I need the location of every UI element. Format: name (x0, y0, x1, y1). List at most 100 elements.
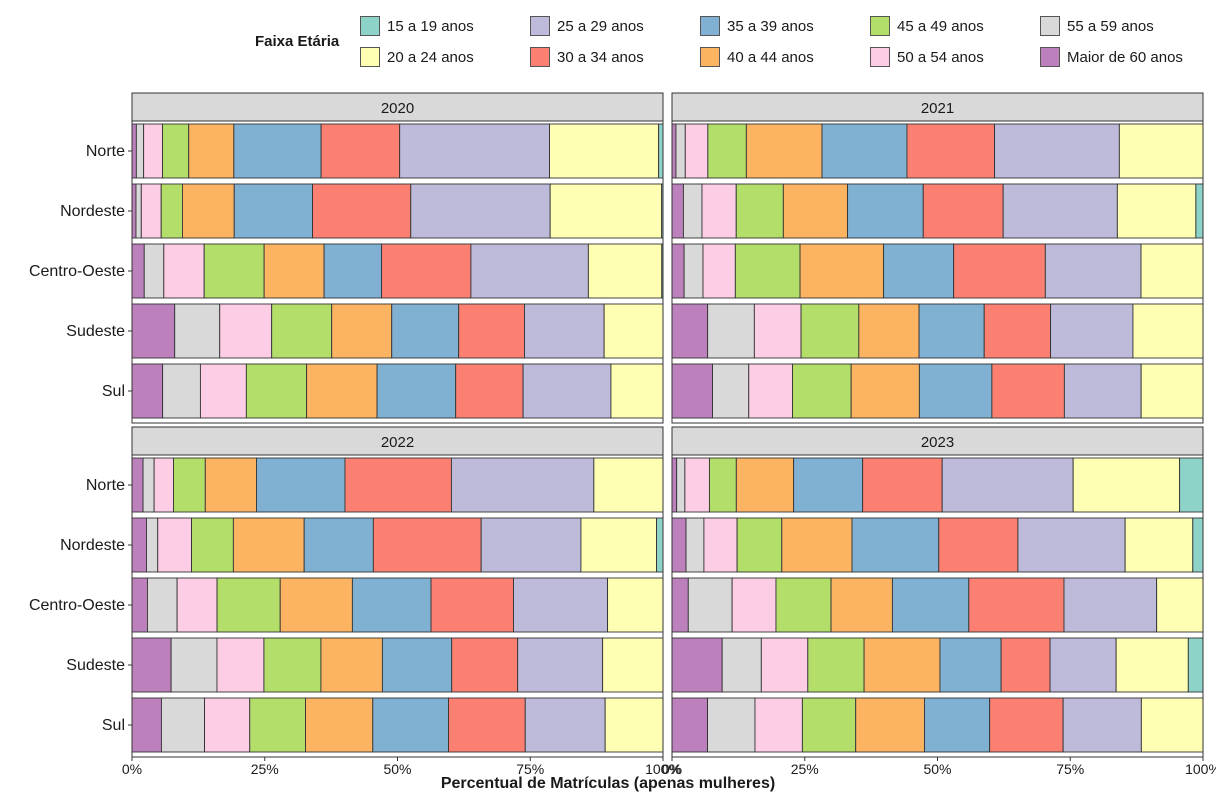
bar-segment (922, 183, 1004, 239)
bar-segment (1116, 183, 1197, 239)
y-tick-label: Sudeste (66, 657, 125, 674)
bar-segment (781, 517, 853, 573)
bar-segment (793, 457, 864, 513)
bar-segment (924, 697, 991, 753)
panel-border (671, 120, 1204, 424)
bar-segment (131, 517, 147, 573)
bar-segment (671, 517, 687, 573)
bar-segment (671, 457, 678, 513)
x-tick-label: 100% (645, 761, 681, 777)
bar-segment (131, 183, 137, 239)
facet-label: 2020 (381, 100, 414, 117)
bar-segment (162, 363, 201, 419)
bar-segment (938, 517, 1019, 573)
legend-swatch (700, 47, 720, 67)
bar-segment (448, 697, 526, 753)
bar-segment (1140, 243, 1204, 299)
bar-segment (1156, 577, 1204, 633)
bar-segment (671, 303, 709, 359)
bar-segment (735, 183, 784, 239)
bar-segment (173, 457, 206, 513)
bar-segment (855, 697, 925, 753)
bar-segment (604, 697, 664, 753)
bar-segment (675, 123, 686, 179)
y-tick-label: Norte (86, 477, 125, 494)
bar-segment (391, 303, 460, 359)
bar-segment (745, 123, 823, 179)
bar-segment (188, 123, 235, 179)
y-tick-label: Sul (102, 383, 125, 400)
bar-segment (799, 243, 885, 299)
x-tick-label: 25% (251, 761, 279, 777)
bar-segment (983, 303, 1052, 359)
bar-segment (131, 363, 164, 419)
bar-segment (176, 577, 218, 633)
legend-item: 15 a 19 anos (360, 15, 474, 37)
bar-segment (792, 363, 852, 419)
bar-segment (707, 123, 747, 179)
bar-segment (320, 637, 383, 693)
bar-segment (549, 183, 663, 239)
bar-segment (135, 183, 142, 239)
legend-swatch (870, 16, 890, 36)
bar-segment (160, 697, 206, 753)
legend-swatch (360, 47, 380, 67)
legend-label: 25 a 29 anos (557, 17, 644, 35)
bar-segment (517, 637, 604, 693)
bar-segment (1179, 457, 1204, 513)
bar-segment (734, 243, 801, 299)
legend-swatch (870, 47, 890, 67)
bar-segment (323, 243, 383, 299)
bar-segment (671, 183, 684, 239)
bar-segment (1132, 303, 1204, 359)
legend-swatch (360, 16, 380, 36)
facet-strip (131, 426, 664, 456)
legend-item: 40 a 44 anos (700, 46, 814, 68)
bar-segment (263, 243, 325, 299)
bar-segment (203, 243, 265, 299)
bar-segment (610, 363, 664, 419)
y-tick-label: Sul (102, 717, 125, 734)
bar-segment (676, 457, 686, 513)
bar-segment (906, 123, 996, 179)
legend-label: 20 a 24 anos (387, 48, 474, 66)
bar-segment (671, 363, 713, 419)
bar-segment (451, 637, 519, 693)
bar-segment (735, 457, 795, 513)
bar-segment (658, 123, 664, 179)
bar-segment (233, 123, 322, 179)
bar-segment (204, 457, 257, 513)
bar-segment (470, 243, 589, 299)
bar-segment (1192, 517, 1204, 573)
bar-segment (991, 363, 1065, 419)
bar-segment (607, 577, 664, 633)
bar-segment (1140, 697, 1204, 753)
bar-segment (162, 123, 190, 179)
bar-segment (522, 363, 612, 419)
bar-segment (703, 517, 738, 573)
legend-label: 50 a 54 anos (897, 48, 984, 66)
bar-segment (143, 123, 164, 179)
bar-segment (249, 697, 306, 753)
bar-segment (671, 123, 677, 179)
legend-label: 30 a 34 anos (557, 48, 644, 66)
legend-label: 40 a 44 anos (727, 48, 814, 66)
bar-segment (199, 363, 247, 419)
bar-segment (305, 697, 374, 753)
bar-segment (131, 243, 145, 299)
bar-segment (712, 363, 750, 419)
legend-label: 35 a 39 anos (727, 17, 814, 35)
bar-segment (455, 363, 524, 419)
bar-segment (142, 457, 155, 513)
bar-segment (989, 697, 1064, 753)
legend-label: Maior de 60 anos (1067, 48, 1183, 66)
bar-segment (279, 577, 353, 633)
bar-segment (671, 577, 689, 633)
bar-segment (524, 697, 606, 753)
bar-segment (131, 303, 176, 359)
bar-segment (748, 363, 793, 419)
bar-segment (245, 363, 308, 419)
bar-segment (782, 183, 849, 239)
bar-segment (830, 577, 893, 633)
